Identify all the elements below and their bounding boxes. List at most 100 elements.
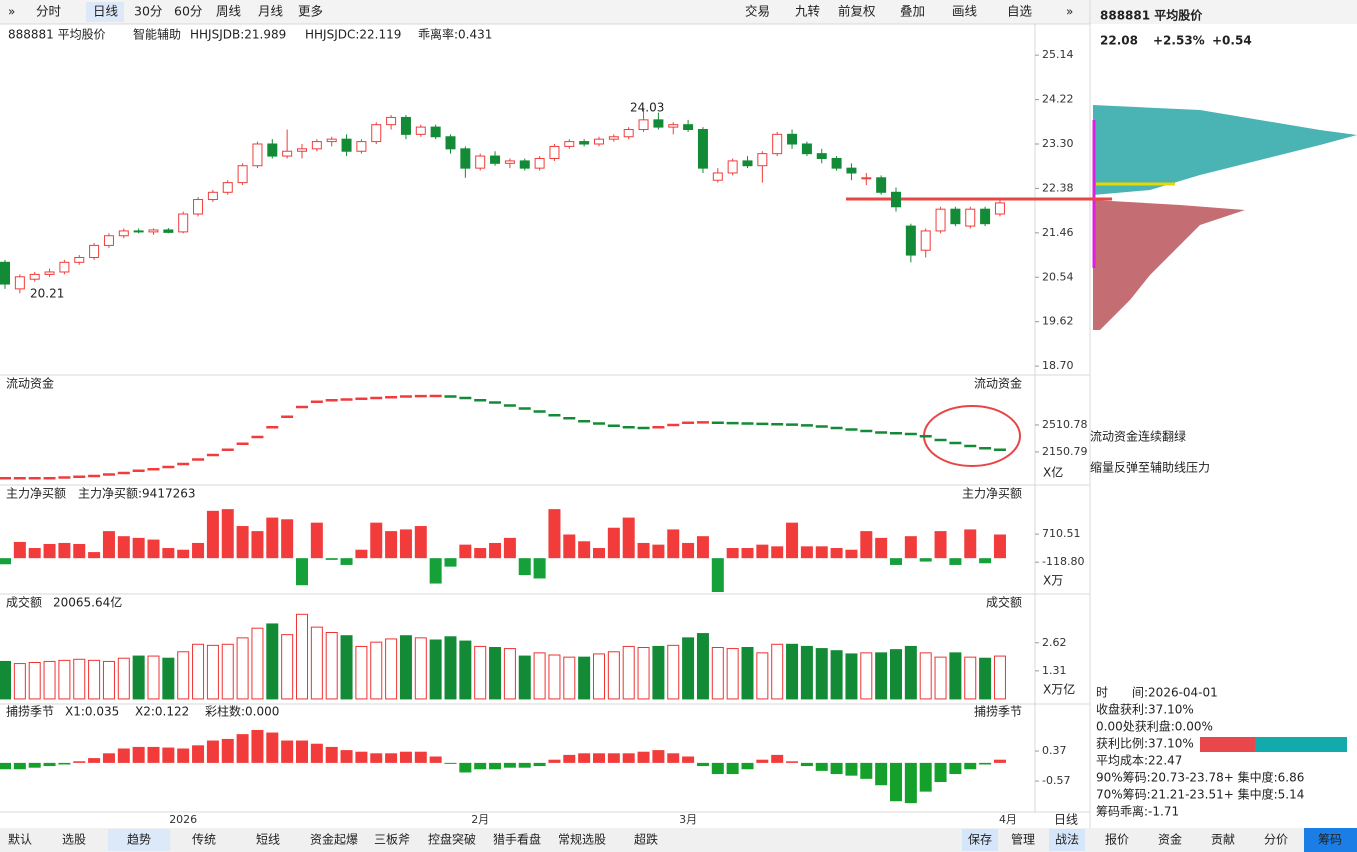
turnover-bar [236, 637, 249, 700]
turnover-bar [919, 652, 932, 700]
x-tick-label: 4月 [999, 813, 1017, 826]
side-tab[interactable]: 资金 [1158, 832, 1182, 847]
y-tick-label: 20.54 [1042, 270, 1074, 283]
season-bar [474, 762, 487, 770]
panel-title: 主力净买额 [962, 487, 1022, 501]
net-bar [221, 509, 234, 559]
candle-body [816, 153, 827, 159]
chip-info: 收盘获利:37.10% [1096, 702, 1194, 717]
net-bar [444, 558, 457, 567]
toolbar-button[interactable]: 自选 [1007, 4, 1033, 19]
net-bar [147, 539, 160, 559]
net-bar [756, 544, 769, 559]
net-bar [934, 531, 947, 559]
candle-body [297, 148, 307, 152]
legend-item: 20065.64亿 [53, 595, 122, 610]
candle-body [207, 191, 218, 201]
bottom-tab[interactable]: 短线 [256, 833, 280, 847]
turnover-bar [474, 645, 487, 700]
bottom-tab[interactable]: 猎手看盘 [493, 832, 541, 847]
season-bar [206, 740, 219, 763]
net-bar [563, 534, 576, 559]
bottom-tab[interactable]: 默认 [8, 832, 32, 847]
season-bar [652, 750, 665, 763]
net-bar [266, 517, 279, 559]
side-tab[interactable]: 筹码 [1318, 833, 1342, 847]
toolbar-button[interactable]: 九转 [795, 4, 820, 19]
tab[interactable]: 分时 [36, 4, 62, 19]
callout: 流动资金连续翻绿 [1090, 429, 1186, 444]
toolbar-button[interactable]: 前复权 [838, 4, 876, 19]
tab[interactable]: 60分 [174, 4, 202, 19]
expand-icon[interactable]: » [1066, 5, 1073, 19]
turnover-bar [964, 656, 977, 700]
toolbar-button[interactable]: 叠加 [900, 4, 925, 19]
y-tick-label: -0.57 [1042, 774, 1070, 787]
collapse-icon[interactable]: » [8, 5, 15, 19]
net-bar [964, 529, 977, 559]
bottom-tab[interactable]: 趋势 [127, 833, 151, 847]
net-bar [102, 531, 115, 559]
tab[interactable]: 周线 [216, 4, 242, 19]
season-bar [726, 762, 739, 775]
period-label[interactable]: 日线 [1054, 813, 1078, 827]
bottom-tab[interactable]: 传统 [192, 832, 216, 847]
bottom-tab[interactable]: 三板斧 [374, 833, 410, 847]
side-tab[interactable]: 分价 [1264, 833, 1288, 847]
net-bar [474, 548, 487, 559]
net-bar [711, 558, 724, 592]
net-bar [593, 548, 605, 559]
bottom-tab[interactable]: 选股 [62, 833, 86, 847]
side-tab[interactable]: 贡献 [1211, 832, 1235, 847]
turnover-bar [711, 647, 724, 700]
season-bar [667, 753, 680, 763]
side-tab[interactable]: 报价 [1105, 832, 1129, 847]
season-bar [815, 762, 828, 771]
legend-assist[interactable]: 智能辅助 [133, 27, 181, 42]
candle-body [712, 172, 723, 181]
turnover-bar [88, 659, 101, 700]
tab[interactable]: 30分 [134, 4, 162, 19]
turnover-bar [786, 643, 799, 700]
bottom-button[interactable]: 战法 [1055, 833, 1079, 847]
bottom-tab[interactable]: 超跌 [634, 832, 658, 847]
season-bar [949, 762, 962, 775]
season-bar [919, 762, 932, 792]
tab[interactable]: 日线 [93, 4, 119, 19]
season-bar [310, 743, 323, 763]
y-tick-label: 0.37 [1042, 744, 1067, 757]
turnover-bar [251, 627, 264, 700]
panel-title: 主力净买额 [6, 487, 66, 501]
toolbar-button[interactable]: 交易 [745, 4, 770, 19]
net-bar [993, 534, 1006, 559]
candle-body [356, 141, 367, 152]
btn-bg [1049, 829, 1085, 851]
tab[interactable]: 更多 [298, 4, 323, 19]
net-bar [88, 552, 101, 559]
bottom-tab[interactable]: 资金起爆 [310, 832, 358, 847]
net-bar [786, 522, 799, 559]
season-bar [117, 748, 130, 763]
candle-body [460, 148, 471, 169]
candle-body [579, 141, 590, 145]
net-bar [667, 529, 680, 559]
season-bar [533, 762, 546, 767]
chip-info: 70%筹码:21.21-23.51+ 集中度:5.14 [1096, 787, 1304, 802]
bottom-button[interactable]: 保存 [968, 833, 992, 847]
bottom-button[interactable]: 管理 [1011, 832, 1035, 847]
bottom-tab[interactable]: 常规选股 [558, 832, 606, 847]
candle-body [282, 150, 293, 157]
season-bar [860, 762, 873, 779]
toolbar-button[interactable]: 画线 [952, 4, 978, 19]
season-bar [741, 762, 754, 770]
net-bar [325, 558, 338, 560]
bottom-tab[interactable]: 控盘突破 [428, 832, 476, 847]
tab[interactable]: 月线 [258, 4, 284, 19]
net-bar [459, 544, 472, 559]
y-tick-label: 2150.79 [1042, 445, 1088, 458]
season-bar [88, 758, 101, 763]
candle-body [653, 119, 664, 128]
net-bar [607, 527, 620, 559]
season-bar [385, 753, 398, 763]
